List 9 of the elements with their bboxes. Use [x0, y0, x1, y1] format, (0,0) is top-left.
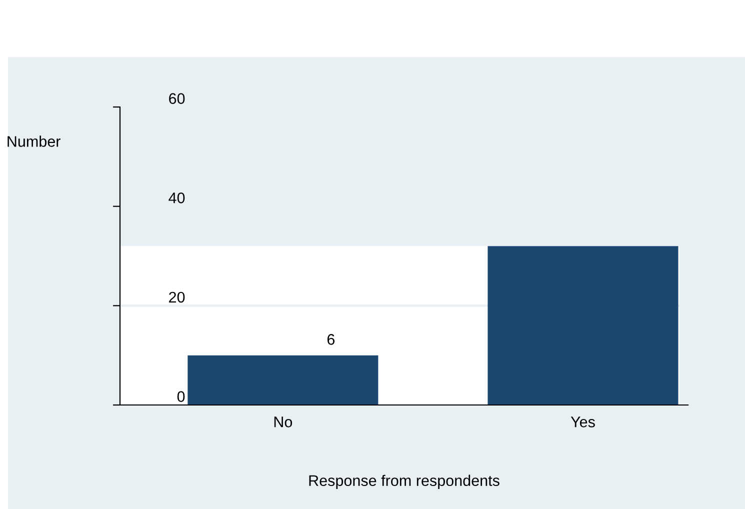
y-tick-label: 60 [169, 93, 185, 104]
y-tick-label: 0 [177, 391, 185, 402]
x-tick-label: Yes [570, 416, 595, 428]
x-axis-title: Response from respondents [309, 474, 500, 490]
y-tick-label: 20 [169, 292, 185, 303]
y-axis-title: Number [8, 136, 60, 147]
y-tick-label: 40 [168, 192, 185, 204]
annotation: 6 [327, 334, 335, 345]
x-tick-label: No [274, 416, 292, 428]
